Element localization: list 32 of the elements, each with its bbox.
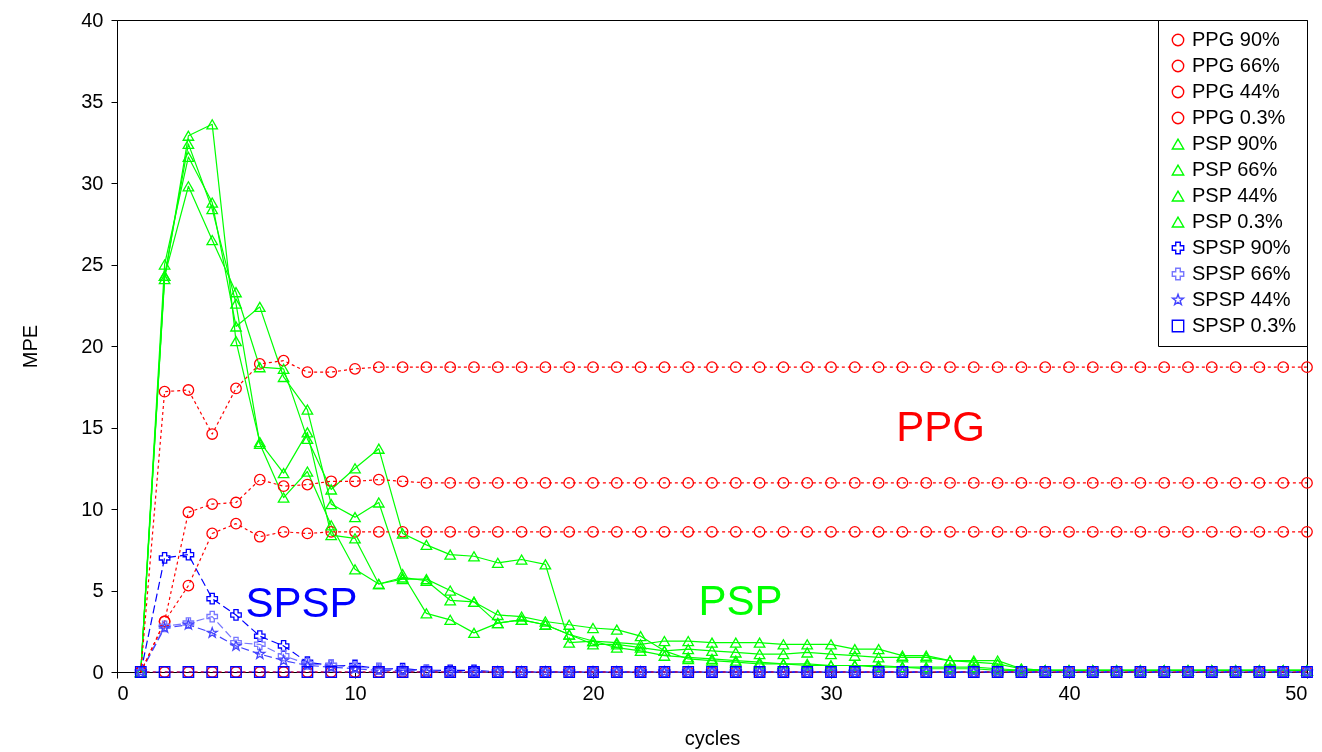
annotation: SPSP [245,579,358,627]
annotation: PSP [698,577,783,625]
y-tick-label: 20 [81,334,104,357]
legend-label: PPG 90% [1192,28,1281,50]
legend-label: SPSP 90% [1192,236,1291,258]
x-tick-label: 20 [582,681,605,704]
legend-label: PPG 0.3% [1192,106,1286,128]
x-tick-label: 50 [1285,681,1308,704]
y-tick-label: 35 [81,90,104,112]
y-tick-label: 5 [92,579,104,601]
y-axis-title: MPE [18,324,41,369]
legend-label: SPSP 66% [1192,262,1291,284]
legend-label: PSP 66% [1192,158,1278,180]
x-axis-title: cycles [684,726,741,749]
y-tick-label: 10 [81,497,104,520]
legend-label: SPSP 0.3% [1192,314,1297,336]
legend-label: PPG 66% [1192,54,1281,76]
x-tick-label: 10 [344,681,367,704]
y-tick-label: 30 [81,171,104,194]
legend-label: PPG 44% [1192,80,1281,102]
y-tick-label: 40 [81,8,104,31]
x-tick-label: 40 [1058,681,1081,704]
annotation: PPG [896,403,985,451]
x-tick-label: 30 [820,681,843,704]
legend-label: PSP 44% [1192,184,1278,206]
y-tick-label: 25 [81,253,104,275]
y-tick-label: 15 [81,416,104,438]
legend-label: SPSP 44% [1192,288,1291,310]
legend-label: PSP 90% [1192,132,1278,154]
legend-label: PSP 0.3% [1192,210,1284,232]
y-tick-label: 0 [92,660,104,683]
x-tick-label: 0 [117,681,129,704]
